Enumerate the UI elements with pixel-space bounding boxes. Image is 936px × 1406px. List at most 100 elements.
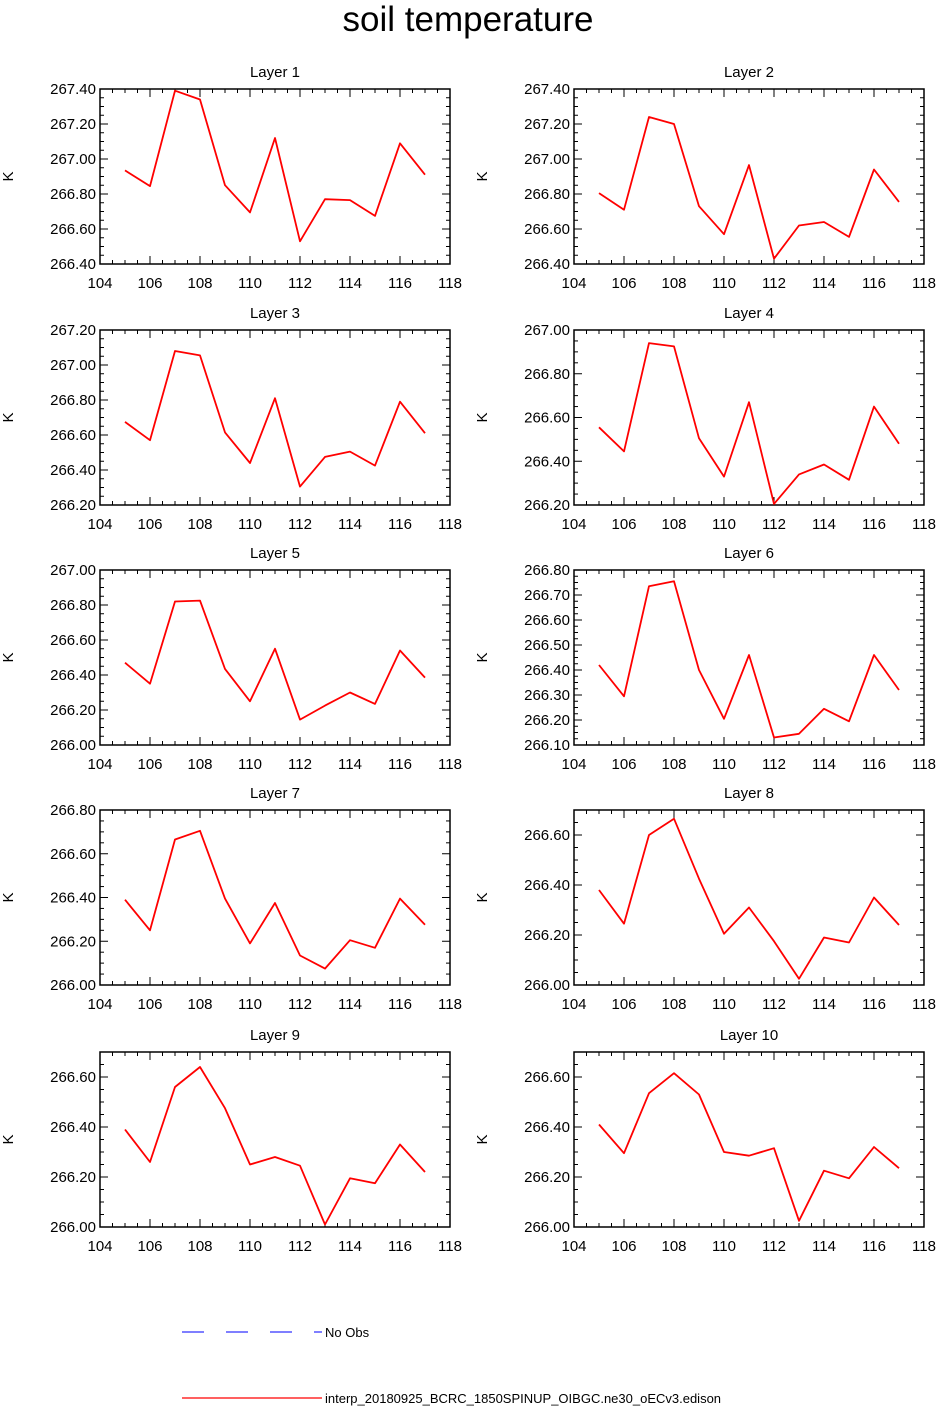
x-tick-label: 112 xyxy=(762,275,786,292)
y-tick-label: 266.80 xyxy=(50,392,96,409)
x-tick-label: 110 xyxy=(238,275,262,292)
x-tick-label: 116 xyxy=(862,996,886,1013)
x-tick-label: 116 xyxy=(388,516,412,533)
legend: No Obs interp_20180925_BCRC_1850SPINUP_O… xyxy=(182,1325,721,1406)
y-tick-label: 267.00 xyxy=(50,357,96,374)
y-tick-label: 266.70 xyxy=(524,587,570,604)
x-tick-label: 114 xyxy=(812,516,836,533)
x-tick-label: 114 xyxy=(338,1238,362,1255)
y-tick-label: 267.20 xyxy=(50,322,96,339)
y-tick-label: 266.60 xyxy=(50,1069,96,1086)
x-tick-label: 112 xyxy=(762,996,786,1013)
plot-frame xyxy=(573,329,925,506)
panel-title: Layer 1 xyxy=(250,64,300,81)
panels: Layer 1 104 106 108 110 112 114 116 118 266.40 266… xyxy=(0,64,936,1255)
x-tick-label: 118 xyxy=(438,516,462,533)
x-tick-label: 118 xyxy=(438,756,462,773)
y-tick-label: 266.00 xyxy=(50,1219,96,1236)
panel-title: Layer 2 xyxy=(724,64,774,81)
x-tick-label: 116 xyxy=(388,756,412,773)
x-tick-label: 114 xyxy=(338,516,362,533)
y-tick-label: 267.00 xyxy=(524,151,570,168)
y-tick-label: 266.40 xyxy=(50,1119,96,1136)
y-axis-label: K xyxy=(474,412,491,422)
x-tick-label: 116 xyxy=(862,1238,886,1255)
x-tick-label: 104 xyxy=(561,756,586,773)
x-tick-label: 104 xyxy=(87,996,112,1013)
series-line-model xyxy=(598,580,900,739)
y-axis-label: K xyxy=(474,1134,491,1144)
series-line-model xyxy=(598,1072,900,1222)
x-tick-label: 118 xyxy=(438,996,462,1013)
x-tick-label: 104 xyxy=(87,1238,112,1255)
y-axis-label: K xyxy=(0,1134,17,1144)
x-tick-label: 110 xyxy=(238,996,262,1013)
y-tick-label: 267.20 xyxy=(50,116,96,133)
panel-layer-10: Layer 10 104 106 108 110 112 114 116 118 266.00 26… xyxy=(474,1027,936,1255)
x-tick-label: 112 xyxy=(762,1238,786,1255)
x-tick-label: 118 xyxy=(912,275,936,292)
panel-title: Layer 3 xyxy=(250,305,300,322)
y-tick-label: 266.20 xyxy=(524,1169,570,1186)
panel-title: Layer 7 xyxy=(250,785,300,802)
x-tick-label: 108 xyxy=(187,1238,212,1255)
y-axis-label: K xyxy=(0,171,17,181)
y-tick-label: 266.00 xyxy=(50,737,96,754)
y-tick-label: 266.60 xyxy=(50,632,96,649)
x-tick-label: 114 xyxy=(338,996,362,1013)
x-tick-label: 108 xyxy=(187,516,212,533)
y-tick-label: 266.40 xyxy=(50,462,96,479)
x-tick-label: 110 xyxy=(712,516,736,533)
x-tick-label: 114 xyxy=(812,996,836,1013)
x-tick-label: 116 xyxy=(388,275,412,292)
panel-layer-6: Layer 6 104 106 108 110 112 114 116 118 266.10 266… xyxy=(474,545,936,773)
y-tick-label: 266.60 xyxy=(50,427,96,444)
x-tick-label: 118 xyxy=(438,275,462,292)
x-tick-label: 106 xyxy=(137,275,162,292)
panel-layer-2: Layer 2 104 106 108 110 112 114 116 118 266.40 266… xyxy=(474,64,936,292)
plot-frame xyxy=(99,1051,451,1228)
y-tick-label: 266.80 xyxy=(50,597,96,614)
x-tick-label: 110 xyxy=(238,516,262,533)
y-tick-label: 266.80 xyxy=(524,186,570,203)
x-tick-label: 108 xyxy=(187,756,212,773)
y-tick-label: 267.40 xyxy=(524,81,570,98)
plot-frame xyxy=(573,809,925,986)
y-tick-label: 266.00 xyxy=(524,1219,570,1236)
x-tick-label: 110 xyxy=(712,275,736,292)
x-tick-label: 104 xyxy=(561,996,586,1013)
x-tick-label: 104 xyxy=(561,275,586,292)
panel-layer-1: Layer 1 104 106 108 110 112 114 116 118 266.40 266… xyxy=(0,64,462,292)
y-tick-label: 266.40 xyxy=(50,890,96,907)
panel-title: Layer 5 xyxy=(250,545,300,562)
y-tick-label: 266.20 xyxy=(50,933,96,950)
x-tick-label: 112 xyxy=(288,516,312,533)
y-tick-label: 266.60 xyxy=(524,1069,570,1086)
y-tick-label: 266.80 xyxy=(524,366,570,383)
x-tick-label: 104 xyxy=(87,275,112,292)
x-tick-label: 110 xyxy=(238,756,262,773)
panel-title: Layer 8 xyxy=(724,785,774,802)
figure-title: soil temperature xyxy=(343,0,594,39)
x-tick-label: 104 xyxy=(561,516,586,533)
x-tick-label: 106 xyxy=(137,516,162,533)
x-tick-label: 112 xyxy=(762,756,786,773)
x-tick-label: 118 xyxy=(912,756,936,773)
x-tick-label: 116 xyxy=(862,275,886,292)
y-tick-label: 266.00 xyxy=(50,977,96,994)
y-tick-label: 266.60 xyxy=(524,410,570,427)
y-tick-label: 266.10 xyxy=(524,737,570,754)
y-axis-label: K xyxy=(0,412,17,422)
x-tick-label: 104 xyxy=(87,756,112,773)
y-axis-label: K xyxy=(0,652,17,662)
panel-title: Layer 9 xyxy=(250,1027,300,1044)
y-tick-label: 266.40 xyxy=(524,877,570,894)
x-tick-label: 112 xyxy=(288,275,312,292)
x-tick-label: 112 xyxy=(288,1238,312,1255)
y-tick-label: 266.40 xyxy=(524,1119,570,1136)
panel-title: Layer 10 xyxy=(720,1027,778,1044)
y-tick-label: 266.80 xyxy=(524,562,570,579)
y-axis-label: K xyxy=(474,652,491,662)
x-tick-label: 118 xyxy=(438,1238,462,1255)
x-tick-label: 112 xyxy=(288,996,312,1013)
